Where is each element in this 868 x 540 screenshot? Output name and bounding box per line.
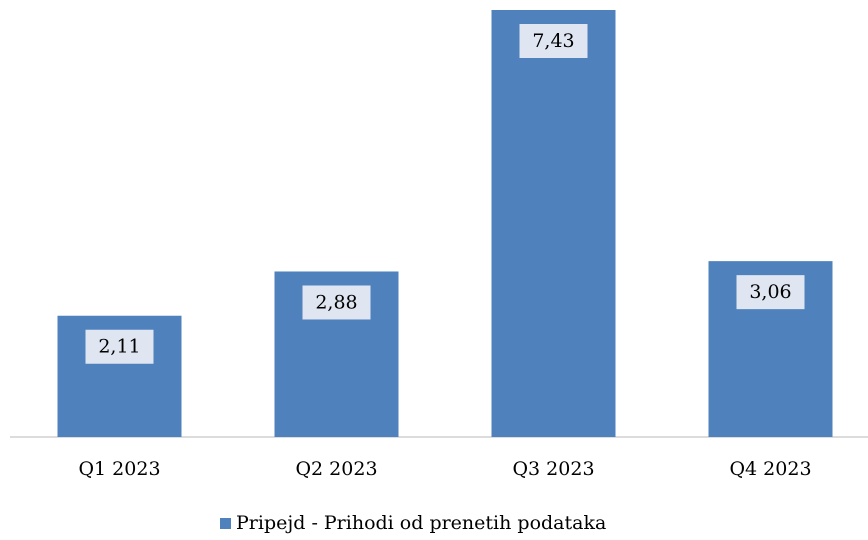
legend-label: Pripejd - Prihodi od prenetih podataka: [236, 512, 606, 534]
data-label-box: [85, 329, 154, 364]
x-tick-label: Q2 2023: [295, 458, 377, 480]
x-tick-label: Q4 2023: [729, 458, 811, 480]
data-label-box: [519, 24, 588, 58]
data-label: 2,11: [98, 336, 140, 358]
data-label: 2,88: [315, 291, 357, 313]
data-label: 3,06: [749, 281, 791, 303]
x-tick-label: Q3 2023: [512, 458, 594, 480]
bar: [491, 10, 616, 437]
data-label-box: [302, 285, 371, 320]
data-label: 7,43: [532, 30, 574, 52]
x-tick-label: Q1 2023: [78, 458, 160, 480]
legend-swatch: [220, 518, 231, 529]
data-label-box: [736, 275, 805, 310]
